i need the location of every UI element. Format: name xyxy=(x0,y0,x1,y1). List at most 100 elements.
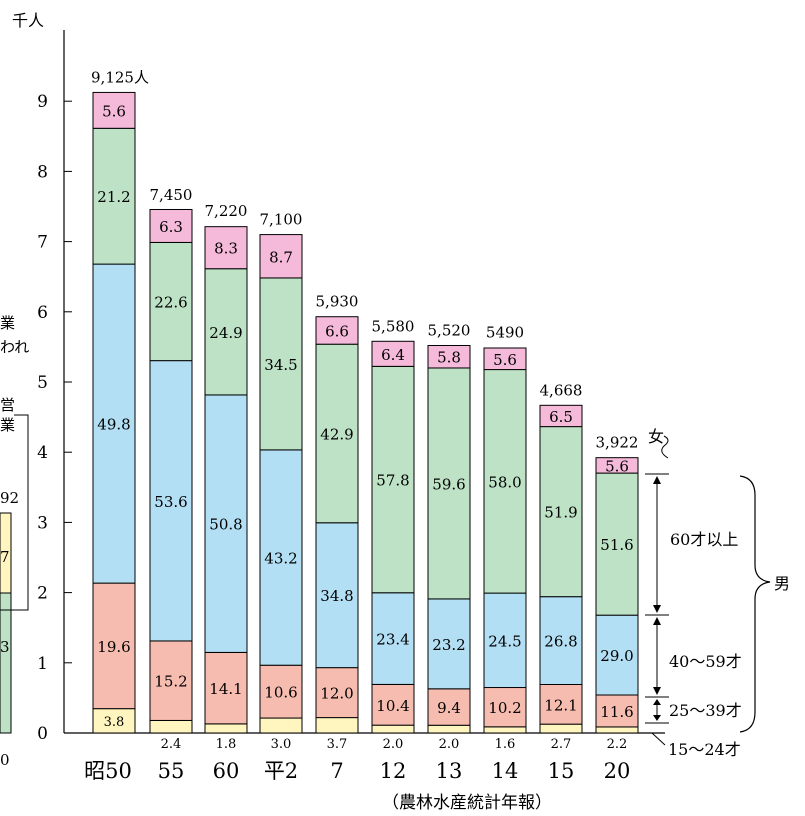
segment-value-label: 10.4 xyxy=(376,697,409,715)
bar-segment xyxy=(149,719,193,734)
bar-segment xyxy=(315,522,359,669)
y-tick-label: 8 xyxy=(37,162,48,182)
segment-value-label: 51.9 xyxy=(544,504,577,522)
fragment-text: 92 xyxy=(0,489,19,507)
bar-segment xyxy=(204,394,248,653)
fragment-text: 7 xyxy=(0,548,10,566)
y-tick-label: 1 xyxy=(37,654,48,674)
bar-segment xyxy=(259,449,303,666)
bar-total-label: 4,668 xyxy=(540,381,583,399)
bar-segment xyxy=(92,582,136,710)
x-tick-label: 7 xyxy=(330,759,343,783)
segment-value-label: 12.0 xyxy=(320,685,353,703)
segment-value-label: 9.4 xyxy=(437,699,461,717)
bar-total-label: 7,220 xyxy=(205,202,248,220)
fragment-text: 営 xyxy=(0,396,15,414)
legend-female-pointer xyxy=(661,435,669,459)
segment-value-label: 5.8 xyxy=(437,349,461,367)
bar-segment xyxy=(92,708,136,734)
bar-segment xyxy=(371,365,415,594)
segment-value-label: 14.1 xyxy=(209,680,242,698)
x-tick-label: 14 xyxy=(492,759,519,783)
legend-15-24-pointer xyxy=(651,732,666,746)
bar-segment xyxy=(149,241,193,362)
segment-value-label: 58.0 xyxy=(488,473,521,491)
bar-segment xyxy=(483,347,527,371)
segment-value-label: 23.4 xyxy=(376,631,409,649)
y-tick-label: 2 xyxy=(37,584,48,604)
y-tick-label: 6 xyxy=(37,303,48,323)
bar-segment xyxy=(259,664,303,719)
bar-segment xyxy=(371,724,415,734)
segment-value-label: 6.4 xyxy=(381,346,405,364)
bar-segment xyxy=(149,208,193,243)
legend-annotations: 女 60才以上 40〜59才 25〜39才 15〜24才 男 xyxy=(645,427,790,759)
segment-value-label: 57.8 xyxy=(376,472,409,490)
bar-segment xyxy=(539,404,583,428)
x-tick-label: 13 xyxy=(436,759,463,783)
bar-segment xyxy=(427,367,471,600)
y-axis-unit-label: 千人 xyxy=(12,11,44,30)
segment-value-label: 8.3 xyxy=(214,240,238,258)
segment-value-label: 5.6 xyxy=(493,351,517,369)
bar-segment xyxy=(149,360,193,642)
segment-value-label: 6.5 xyxy=(549,408,573,426)
y-axis: 千人 0 1 2 3 4 5 6 7 8 9 xyxy=(12,11,72,744)
bars-group: 3.8 19.6 49.8 21.2 5.6 9,125人 2.4 15.2 53.6 22.6 6… xyxy=(91,68,639,752)
bar-segment xyxy=(92,127,136,265)
y-tick-label: 9 xyxy=(37,92,48,112)
bar-segment xyxy=(539,596,583,686)
segment-value-label: 6.3 xyxy=(159,218,183,236)
bar-segment xyxy=(483,687,527,728)
segment-value-label: 8.7 xyxy=(269,248,293,266)
y-tick-label: 3 xyxy=(37,513,48,533)
bar-segment xyxy=(371,683,415,726)
bar-segment xyxy=(595,694,639,728)
segment-value-label: 15.2 xyxy=(154,673,187,691)
bar-segment xyxy=(204,226,248,270)
fragment-text: 業 xyxy=(0,416,15,434)
x-tick-label: 昭50 xyxy=(84,759,132,783)
bar-segment xyxy=(483,369,527,594)
segment-value-label: 43.2 xyxy=(264,550,297,568)
bar-segment xyxy=(92,91,136,129)
bar-total-label: 5,580 xyxy=(372,317,415,335)
segment-value-label: 53.6 xyxy=(154,493,187,511)
segment-value-label: 19.6 xyxy=(97,638,130,656)
y-tick-label: 5 xyxy=(37,373,48,393)
segment-value-label: 10.6 xyxy=(264,684,297,702)
segment-value-label: 42.9 xyxy=(320,425,353,443)
segment-value-label: 3.8 xyxy=(104,715,125,730)
segment-value-label: 2.4 xyxy=(161,737,182,752)
segment-value-label: 51.6 xyxy=(600,536,633,554)
bar-segment xyxy=(371,340,415,367)
bar-total-label: 3,922 xyxy=(596,434,639,452)
segment-value-label: 2.0 xyxy=(439,737,460,752)
segment-value-label: 50.8 xyxy=(209,516,242,534)
y-tick-label: 0 xyxy=(37,724,48,744)
bar-segment xyxy=(483,592,527,689)
x-tick-label: 15 xyxy=(548,759,575,783)
segment-value-label: 34.5 xyxy=(264,356,297,374)
bar-total-label: 7,450 xyxy=(150,186,193,204)
segment-value-label: 24.9 xyxy=(209,324,242,342)
segment-value-label: 29.0 xyxy=(600,647,633,665)
bar-segment xyxy=(427,344,471,369)
bar-segment xyxy=(539,426,583,598)
segment-value-label: 1.8 xyxy=(216,737,237,752)
bar-segment xyxy=(92,263,136,584)
bar-segment xyxy=(259,277,303,451)
segment-value-label: 6.6 xyxy=(325,322,349,340)
segment-value-label: 10.2 xyxy=(488,699,521,717)
fragment-text: 業 xyxy=(0,314,15,332)
segment-value-label: 12.1 xyxy=(544,696,577,714)
fragment-text: 0 xyxy=(0,751,10,769)
segment-value-label: 49.8 xyxy=(97,416,130,434)
legend-25-39-label: 25〜39才 xyxy=(669,701,742,720)
bar-segment xyxy=(595,726,639,734)
segment-value-label: 23.2 xyxy=(432,636,465,654)
bar-segment xyxy=(259,234,303,279)
legend-male-label: 男 xyxy=(774,574,790,593)
x-tick-label: 平2 xyxy=(264,759,298,783)
x-tick-labels: 昭50 55 60 平2 7 12 13 14 15 20 xyxy=(84,759,630,783)
